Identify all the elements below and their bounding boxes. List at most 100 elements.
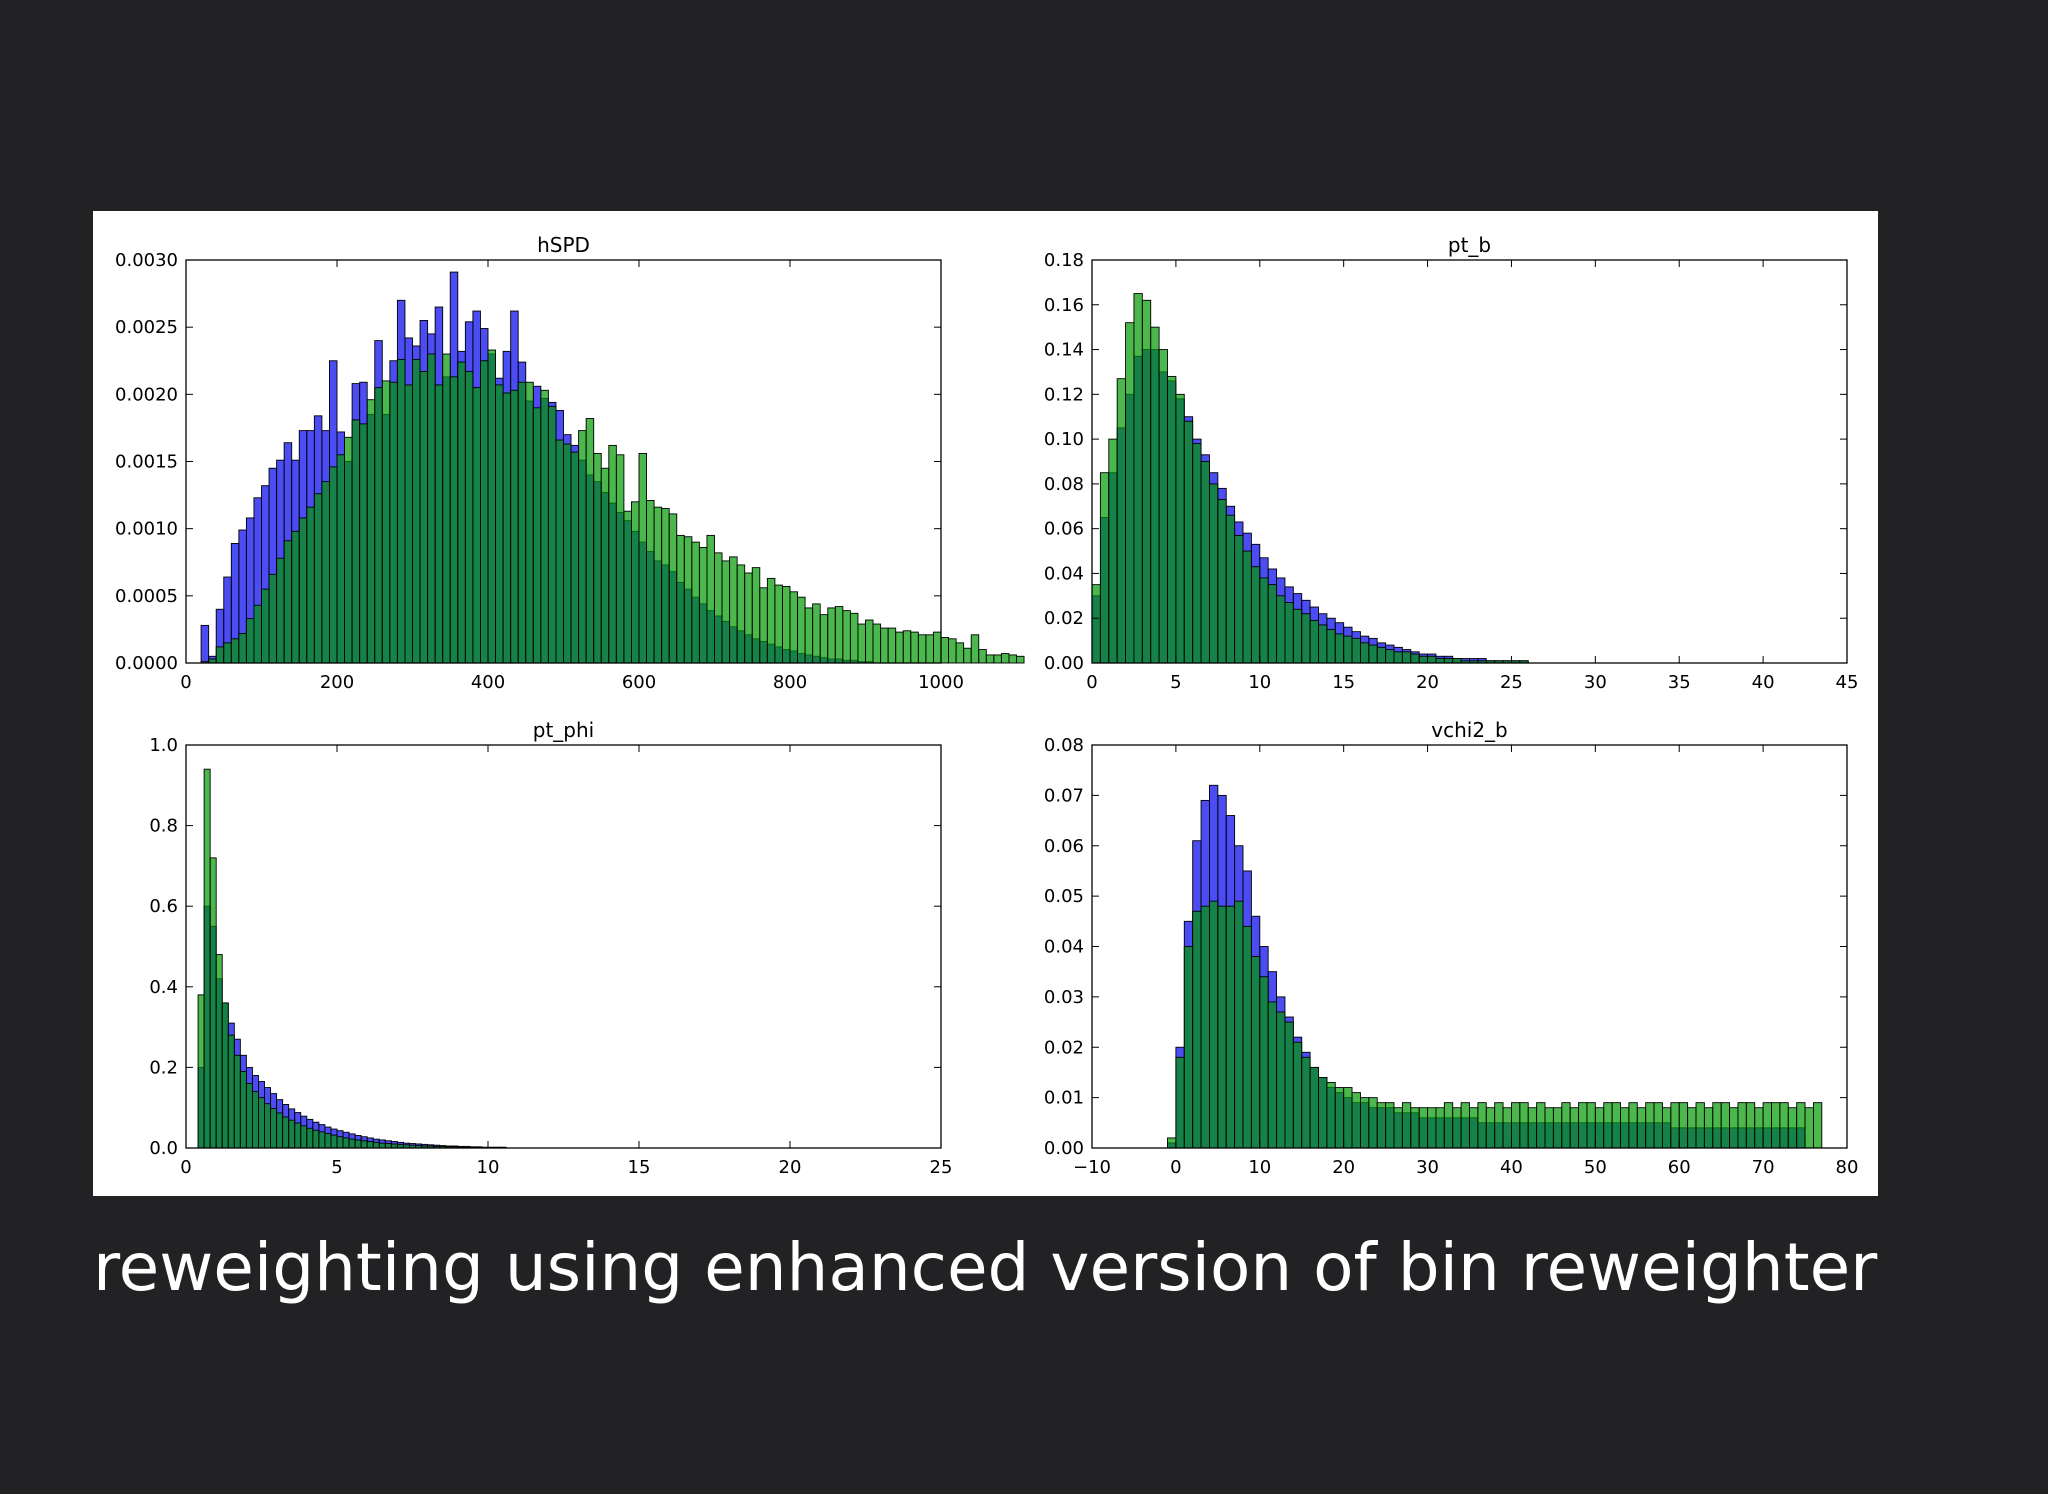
bar <box>1427 655 1437 664</box>
bar <box>1737 1102 1747 1149</box>
bar <box>593 452 602 664</box>
x-tick-label: 40 <box>1752 672 1775 693</box>
x-tick-label: 0 <box>180 672 191 693</box>
bar <box>849 612 859 664</box>
bar <box>759 587 768 664</box>
bar <box>1116 378 1127 664</box>
bar <box>1242 550 1252 664</box>
bar <box>396 358 406 664</box>
bar <box>1745 1102 1756 1149</box>
y-tick-label: 0.18 <box>1044 250 1084 271</box>
bar <box>631 501 640 664</box>
bar <box>1192 910 1202 1149</box>
x-tick-label: 0 <box>1086 672 1097 693</box>
bar <box>360 1140 368 1149</box>
y-tick-label: 0.16 <box>1044 295 1084 316</box>
bar <box>1150 326 1160 664</box>
bar <box>344 436 353 664</box>
bar <box>1469 1107 1479 1149</box>
bar <box>1729 1107 1739 1149</box>
bar <box>736 564 746 664</box>
bar <box>1762 1102 1772 1149</box>
y-tick-label: 0.0025 <box>115 317 178 338</box>
bar <box>570 451 580 664</box>
bar <box>1284 1021 1294 1149</box>
bar <box>251 1091 259 1149</box>
bar <box>464 371 474 664</box>
bar <box>253 604 262 664</box>
y-tick-label: 0.0005 <box>115 586 178 607</box>
bar <box>653 506 663 664</box>
bar <box>258 1097 265 1149</box>
series-1 <box>197 768 507 1149</box>
x-tick-label: 0 <box>180 1157 191 1178</box>
bar <box>1561 1102 1571 1149</box>
bar <box>1343 1087 1353 1149</box>
bar <box>706 534 715 664</box>
bar <box>1754 1107 1764 1149</box>
y-tick-label: 0.04 <box>1044 563 1084 584</box>
bar <box>933 631 942 664</box>
x-tick-label: 30 <box>1416 1157 1439 1178</box>
x-tick-label: 10 <box>1248 1157 1271 1178</box>
bar <box>276 557 285 664</box>
series-1 <box>200 349 1025 664</box>
bar <box>1536 1102 1546 1149</box>
bar <box>366 1141 374 1149</box>
bar <box>1318 1077 1328 1149</box>
bar <box>797 596 806 664</box>
y-tick-label: 0.04 <box>1044 937 1084 958</box>
bar <box>270 1108 278 1149</box>
bar <box>1410 653 1420 664</box>
bar <box>510 389 519 664</box>
bar <box>342 1137 350 1149</box>
bar <box>1653 1102 1663 1149</box>
y-tick-label: 0.02 <box>1044 1037 1084 1058</box>
bar <box>1167 375 1177 664</box>
x-tick-label: 50 <box>1584 1157 1607 1178</box>
bar <box>1359 1097 1370 1149</box>
bar <box>1443 1102 1454 1149</box>
bar <box>623 510 632 664</box>
bar <box>294 1122 302 1149</box>
bar <box>1125 322 1135 664</box>
bar <box>1812 1102 1823 1149</box>
x-tick-label: 35 <box>1668 672 1691 693</box>
bar <box>1326 628 1336 664</box>
y-tick-label: 0.02 <box>1044 608 1084 629</box>
bar <box>1276 1011 1286 1149</box>
bar <box>502 392 512 664</box>
bar <box>384 1143 392 1149</box>
bar <box>812 603 821 664</box>
y-tick-label: 0.00 <box>1044 1138 1084 1159</box>
bar <box>1594 1107 1605 1149</box>
bar <box>449 376 459 664</box>
bar <box>372 1141 380 1149</box>
bar <box>1787 1107 1798 1149</box>
bar <box>472 387 481 664</box>
bar <box>1435 658 1445 664</box>
x-tick-label: −10 <box>1073 1157 1111 1178</box>
bar <box>1494 1102 1504 1149</box>
y-tick-label: 0.01 <box>1044 1088 1084 1109</box>
y-tick-label: 0.8 <box>149 816 178 837</box>
y-tick-label: 0.2 <box>149 1057 178 1078</box>
plot-title: pt_b <box>1448 233 1491 257</box>
bar <box>351 419 361 664</box>
bar <box>374 387 383 664</box>
histogram-grid: 0 200 400 600 800 10000.00000.00050.00100.001… <box>115 233 1858 1178</box>
bar <box>336 454 346 664</box>
bar <box>230 638 240 664</box>
bar <box>827 607 836 664</box>
x-tick-label: 1000 <box>918 672 964 693</box>
bar <box>834 606 844 664</box>
bar <box>1292 608 1303 664</box>
x-tick-label: 10 <box>1248 672 1271 693</box>
y-tick-label: 0.0 <box>149 1138 178 1159</box>
y-tick-label: 0.05 <box>1044 886 1084 907</box>
bar <box>215 954 223 1149</box>
bar <box>1418 655 1429 664</box>
y-tick-label: 0.06 <box>1044 519 1084 540</box>
y-tick-label: 0.03 <box>1044 987 1084 1008</box>
plot-frame <box>1091 259 1848 664</box>
